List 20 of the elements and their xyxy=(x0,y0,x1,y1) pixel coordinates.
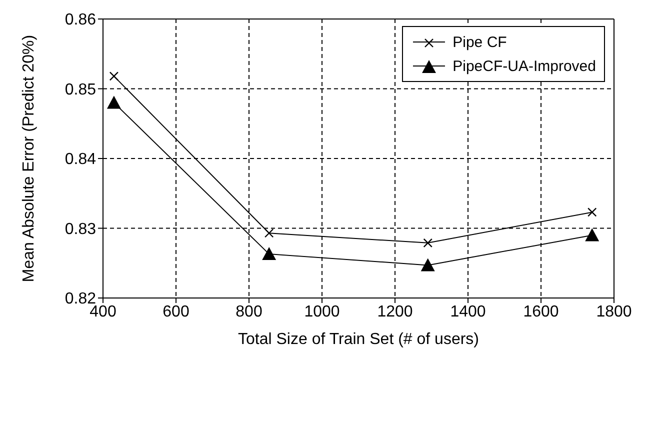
y-tick-label: 0.83 xyxy=(64,220,96,238)
y-axis-title: Mean Absolute Error (Predict 20%) xyxy=(20,34,38,282)
y-tick-label: 0.86 xyxy=(64,12,96,29)
y-tick-label: 0.85 xyxy=(64,81,96,98)
x-tick-label: 600 xyxy=(162,303,190,320)
x-tick-label: 1600 xyxy=(523,303,559,320)
point xyxy=(262,247,276,260)
x-tick-label: 1200 xyxy=(377,303,413,320)
x-tick-label: 1000 xyxy=(304,303,340,320)
x-tick-label: 400 xyxy=(90,303,116,320)
point xyxy=(420,258,435,272)
point xyxy=(106,96,121,109)
x-tick-label: 800 xyxy=(236,303,262,320)
point xyxy=(585,228,600,242)
x-tick-label: 1400 xyxy=(450,303,486,320)
x-axis-title: Total Size of Train Set (# of users) xyxy=(238,331,479,348)
x-tick-label: 1800 xyxy=(596,303,632,320)
y-tick-label: 0.84 xyxy=(64,151,96,168)
legend-label: PipeCF-UA-Improved xyxy=(452,58,596,74)
legend-label: Pipe CF xyxy=(452,34,507,50)
